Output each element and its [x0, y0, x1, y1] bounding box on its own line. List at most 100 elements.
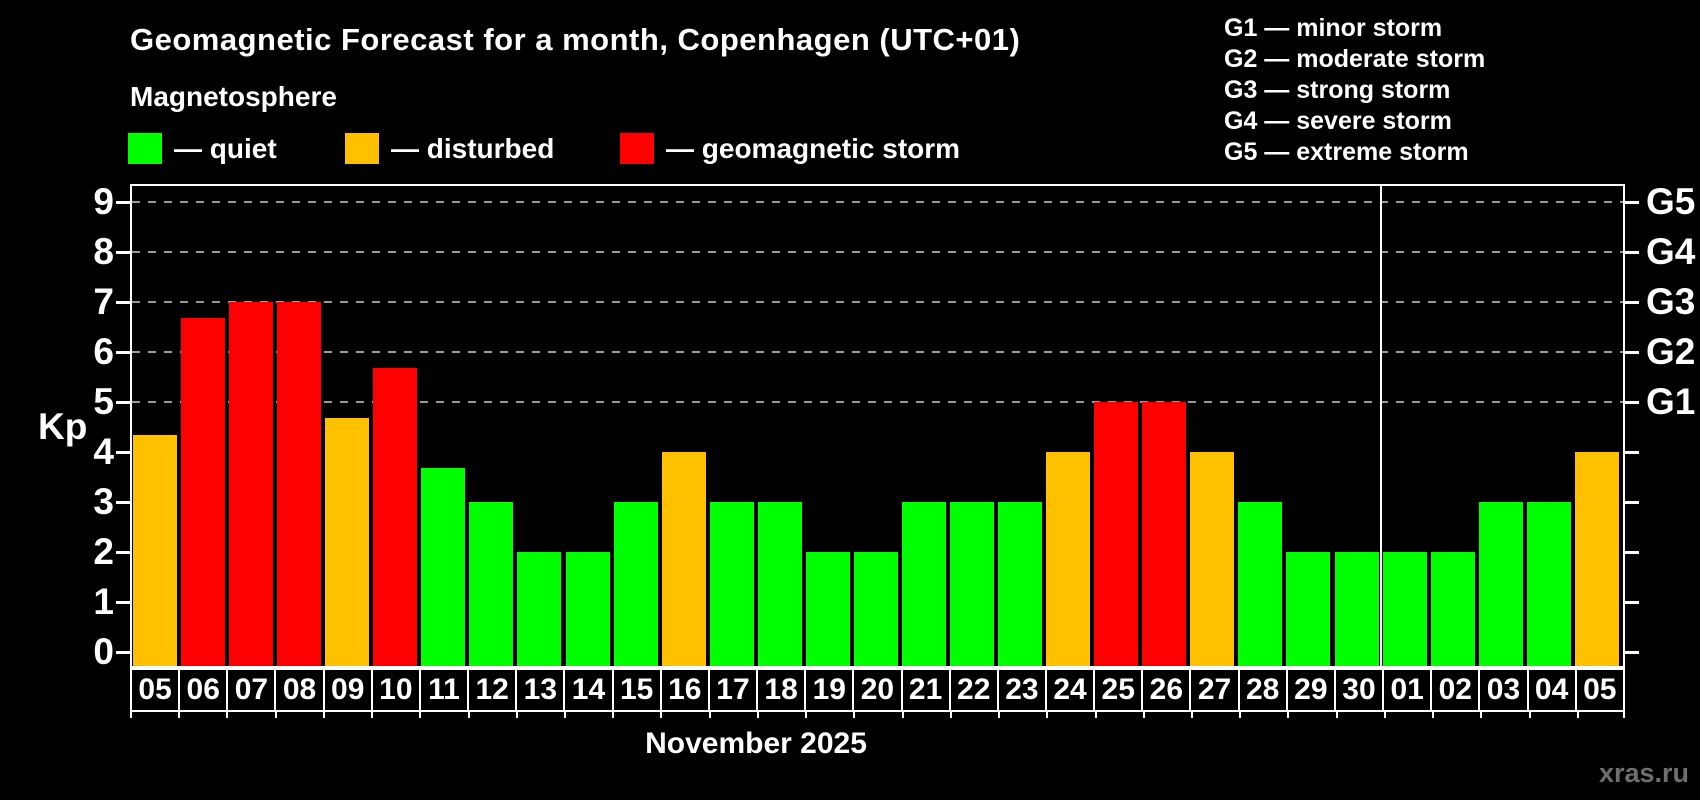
- bar-25-storm: [1094, 402, 1139, 666]
- date-axis-stub: [1046, 710, 1048, 718]
- bar-21-quiet: [901, 502, 946, 666]
- bar-03-quiet: [1478, 502, 1523, 666]
- watermark: xras.ru: [1598, 758, 1689, 788]
- date-axis-stub: [178, 710, 180, 718]
- y-tick-left-3: [116, 501, 130, 504]
- date-cell-28: 28: [1240, 670, 1288, 710]
- y-tick-left-8: [116, 251, 130, 254]
- y-tick-right-6: [1625, 351, 1639, 354]
- bar-27-disturbed: [1190, 452, 1235, 666]
- y-tick-left-4: [116, 451, 130, 454]
- date-axis-stub: [902, 710, 904, 718]
- bar-26-storm: [1142, 402, 1187, 666]
- y-tick-right-3: [1625, 501, 1639, 504]
- legend-label-quiet: — quiet: [174, 132, 277, 164]
- bar-05-disturbed: [1574, 452, 1619, 666]
- date-axis-stub: [1623, 710, 1625, 718]
- date-cell-19: 19: [806, 670, 855, 710]
- g-legend-line-g4: G4 — severe storm: [1224, 107, 1452, 135]
- date-axis-stub: [564, 710, 566, 718]
- x-axis-title: November 2025: [645, 727, 867, 760]
- right-axis-label-g4: G4: [1646, 231, 1696, 272]
- bar-18-quiet: [757, 502, 802, 666]
- date-axis-stub: [1287, 710, 1289, 718]
- date-axis-stub: [1239, 710, 1241, 718]
- bar-13-quiet: [517, 552, 562, 666]
- date-cell-07: 07: [228, 670, 277, 710]
- bar-28-quiet: [1238, 502, 1283, 666]
- disturbed-color-swatch: [345, 133, 379, 164]
- plot-area: [130, 184, 1625, 668]
- date-cell-23: 23: [999, 670, 1047, 710]
- bar-15-quiet: [613, 502, 658, 666]
- date-axis-stub: [660, 710, 662, 718]
- gridline-kp-5: [132, 401, 1623, 403]
- date-cell-11: 11: [421, 670, 470, 710]
- date-cell-09: 09: [325, 670, 373, 710]
- gridline-kp-7: [132, 301, 1623, 303]
- bar-09-disturbed: [325, 418, 370, 666]
- bar-22-quiet: [950, 502, 995, 666]
- date-axis-stub: [323, 710, 325, 718]
- bar-23-quiet: [998, 502, 1043, 666]
- date-axis-stub: [1480, 710, 1482, 718]
- date-axis-stub: [419, 710, 421, 718]
- storm-color-swatch: [620, 133, 654, 164]
- y-tick-left-0: [116, 651, 130, 654]
- y-tick-right-1: [1625, 601, 1639, 604]
- gridline-kp-8: [132, 251, 1623, 253]
- legend-item-quiet: — quiet: [128, 133, 277, 164]
- date-cell-26: 26: [1143, 670, 1192, 710]
- bar-08-storm: [277, 302, 322, 666]
- date-cell-08: 08: [276, 670, 325, 710]
- date-cell-16: 16: [662, 670, 710, 710]
- date-cell-24: 24: [1047, 670, 1096, 710]
- y-tick-label-5: 5: [93, 381, 114, 422]
- date-cell-12: 12: [469, 670, 518, 710]
- y-tick-left-6: [116, 351, 130, 354]
- bar-19-quiet: [805, 552, 850, 666]
- right-axis-label-g3: G3: [1646, 281, 1696, 322]
- right-axis-label-g5: G5: [1646, 181, 1696, 222]
- date-cell-21: 21: [903, 670, 951, 710]
- y-tick-left-7: [116, 301, 130, 304]
- y-axis-title: Kp: [38, 406, 88, 447]
- month-boundary-line: [1379, 186, 1382, 666]
- date-axis-stub: [853, 710, 855, 718]
- y-tick-label-1: 1: [93, 581, 114, 622]
- y-tick-right-0: [1625, 651, 1639, 654]
- date-axis-stub: [805, 710, 807, 718]
- bar-12-quiet: [469, 502, 514, 666]
- bar-16-disturbed: [661, 452, 706, 666]
- bar-14-quiet: [565, 552, 610, 666]
- date-axis-stub: [275, 710, 277, 718]
- date-axis-stub: [1191, 710, 1193, 718]
- date-cell-04: 04: [1529, 670, 1577, 710]
- bar-24-disturbed: [1046, 452, 1091, 666]
- date-axis-stub: [130, 710, 132, 718]
- bar-11-quiet: [421, 468, 466, 666]
- date-cell-18: 18: [758, 670, 807, 710]
- y-tick-right-4: [1625, 451, 1639, 454]
- y-tick-label-0: 0: [93, 631, 114, 672]
- date-cell-03: 03: [1480, 670, 1529, 710]
- date-cell-13: 13: [517, 670, 566, 710]
- date-cell-30: 30: [1336, 670, 1385, 710]
- date-axis-stub: [516, 710, 518, 718]
- date-axis-stub: [1432, 710, 1434, 718]
- date-axis-stub: [468, 710, 470, 718]
- date-axis-stub: [950, 710, 952, 718]
- y-tick-left-2: [116, 551, 130, 554]
- date-cell-27: 27: [1191, 670, 1240, 710]
- legend-item-disturbed: — disturbed: [345, 133, 554, 164]
- date-axis-stub: [371, 710, 373, 718]
- y-tick-left-9: [116, 201, 130, 204]
- bar-20-quiet: [853, 552, 898, 666]
- date-cell-06: 06: [180, 670, 229, 710]
- gridline-kp-6: [132, 351, 1623, 353]
- date-cell-20: 20: [854, 670, 903, 710]
- y-tick-label-3: 3: [93, 481, 114, 522]
- g-legend-line-g2: G2 — moderate storm: [1224, 45, 1486, 73]
- y-tick-label-2: 2: [93, 531, 114, 572]
